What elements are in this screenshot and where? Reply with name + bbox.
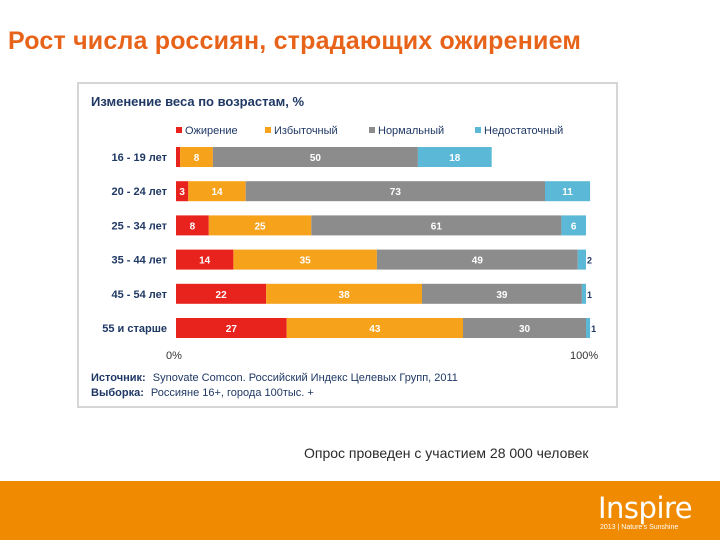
bar-segment — [176, 249, 234, 270]
logo-wordmark: Inspire — [598, 491, 693, 525]
bar-segment — [561, 215, 586, 236]
data-label: 43 — [369, 324, 381, 335]
bar-segment — [586, 318, 591, 338]
bar-segment — [422, 283, 582, 304]
data-label: 35 — [300, 256, 312, 267]
legend-label: Избыточный — [274, 125, 338, 137]
data-label: 3 — [179, 187, 185, 198]
data-label: 39 — [496, 290, 508, 301]
bar-segment — [188, 181, 246, 202]
category-label: 20 - 24 лет — [111, 186, 167, 198]
bar-segment — [266, 283, 422, 304]
data-label: 38 — [339, 290, 351, 301]
sample-text: Россияне 16+, города 100тыс. + — [151, 387, 314, 399]
inspire-logo: Inspire 2013 | Nature's Sunshine — [598, 491, 698, 533]
source-text: Synovate Comcon. Российский Индекс Целев… — [153, 372, 458, 384]
category-label: 35 - 44 лет — [111, 255, 167, 267]
chart-panel: Изменение веса по возрастам, % Ожирение И… — [77, 82, 618, 408]
sample-label: Выборка: — [91, 387, 144, 399]
bar-segment — [176, 147, 181, 167]
slide-title: Рост числа россиян, страдающих ожирением — [8, 27, 582, 55]
x-tick-label-end: 100% — [570, 350, 598, 362]
category-label: 55 и старше — [102, 323, 167, 335]
bar-segment — [545, 181, 591, 202]
bar-segment — [176, 283, 267, 304]
category-label: 45 - 54 лет — [111, 289, 167, 301]
legend-label: Ожирение — [185, 125, 238, 137]
bar-segment — [311, 215, 562, 236]
legend-swatch — [265, 127, 271, 133]
bar-segment — [208, 215, 312, 236]
data-label: 50 — [310, 153, 322, 164]
bar-segment — [245, 181, 545, 202]
data-label: 14 — [199, 256, 211, 267]
bar-segment — [376, 249, 578, 270]
bar-segment — [463, 318, 586, 338]
data-label: 14 — [211, 187, 223, 198]
bar-segment — [180, 147, 213, 167]
x-tick-label-start: 0% — [166, 350, 182, 362]
data-label: 27 — [226, 324, 238, 335]
data-label: 1 — [591, 324, 596, 334]
svg-text:Выборка: Россияне 16+, г: Выборка: Россияне 16+, города 100тыс. + — [91, 387, 314, 399]
data-label: 61 — [431, 221, 443, 232]
footer-bar: Inspire 2013 | Nature's Sunshine — [0, 481, 720, 540]
data-label: 25 — [254, 221, 266, 232]
data-label: 49 — [472, 256, 484, 267]
bar-segment — [417, 147, 492, 167]
bar-segment — [286, 318, 463, 338]
bar-segment — [212, 147, 418, 167]
legend-swatch — [475, 127, 481, 133]
bar-segment — [581, 283, 586, 304]
legend-swatch — [369, 127, 375, 133]
bar-segment — [176, 181, 189, 202]
data-label: 1 — [587, 290, 592, 300]
data-label: 8 — [194, 153, 200, 164]
legend-label: Недостаточный — [484, 125, 563, 137]
bar-segment — [233, 249, 377, 270]
bar-segment — [176, 318, 287, 338]
svg-text:Источник: Synovate Comco: Источник: Synovate Comcon. Российский Ин… — [91, 372, 458, 384]
legend-label: Нормальный — [378, 125, 444, 137]
stacked-bar-chart: Изменение веса по возрастам, % Ожирение И… — [91, 94, 598, 399]
data-label: 30 — [519, 324, 531, 335]
data-label: 2 — [587, 256, 592, 266]
bar-segment — [577, 249, 586, 270]
data-label: 22 — [216, 290, 228, 301]
category-label: 16 - 19 лет — [111, 152, 167, 164]
category-label: 25 - 34 лет — [111, 220, 167, 232]
data-label: 8 — [190, 221, 196, 232]
data-label: 6 — [571, 221, 577, 232]
logo-subtitle: 2013 | Nature's Sunshine — [600, 524, 679, 531]
bar-segment — [176, 215, 209, 236]
chart-title: Изменение веса по возрастам, % — [91, 94, 305, 109]
data-label: 11 — [562, 187, 573, 198]
data-label: 73 — [390, 187, 402, 198]
legend-swatch — [176, 127, 182, 133]
survey-note: Опрос проведен с участием 28 000 человек — [304, 445, 589, 461]
data-label: 18 — [449, 153, 461, 164]
source-label: Источник: — [91, 372, 146, 384]
